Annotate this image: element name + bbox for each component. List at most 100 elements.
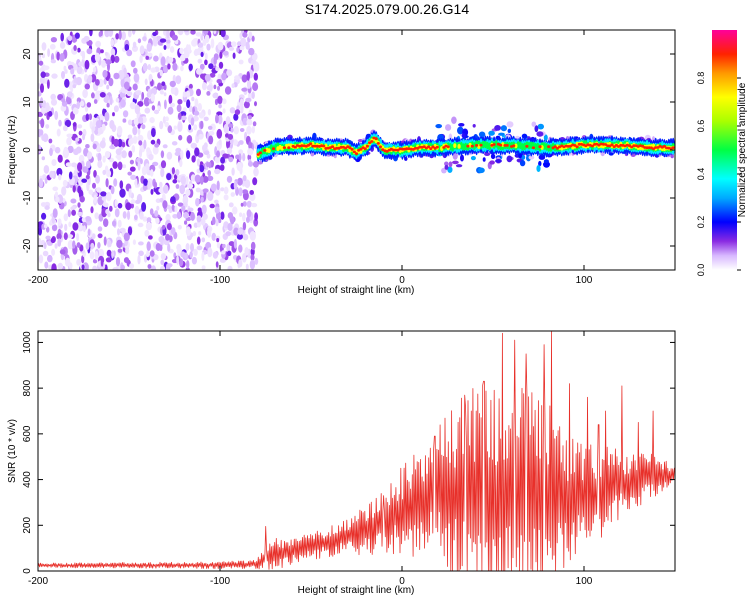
heatmap-cell [190,142,197,149]
heatmap-cell [47,254,53,263]
heatmap-cell [127,30,132,38]
heatmap-cell [242,189,249,194]
heatmap-cell [222,243,226,249]
heatmap-cell [209,203,215,209]
heatmap-cell [165,116,169,122]
heatmap-cell [536,131,544,137]
heatmap-cell [197,207,202,213]
heatmap-cell [43,65,50,71]
heatmap-cell [127,119,133,126]
heatmap-cell [267,148,271,154]
spectrogram-y-label: Frequency (Hz) [7,116,18,185]
heatmap-cell [230,127,234,133]
heatmap-cell [48,138,53,144]
heatmap-cell [481,140,485,149]
heatmap-cell [150,169,154,177]
heatmap-cell [166,223,172,231]
heatmap-cell [190,117,195,126]
heatmap-cell [357,139,364,143]
heatmap-cell [207,227,212,238]
heatmap-cell [248,31,253,39]
snr-y-axis: 0 200 400 600 800 1000 [22,331,675,574]
heatmap-cell [212,92,219,99]
heatmap-cell [58,119,62,127]
heatmap-cell [236,47,240,53]
heatmap-cell [251,91,255,99]
heatmap-cell [77,185,82,194]
heatmap-cell [495,159,502,163]
heatmap-cell [258,151,262,155]
heatmap-cell [170,196,176,203]
heatmap-cell [237,177,243,186]
heatmap-cell [478,167,485,174]
heatmap-cell [117,228,120,236]
heatmap-cell [51,159,57,166]
heatmap-cell [131,145,136,153]
heatmap-cell [57,262,64,270]
heatmap-cell [58,173,62,181]
heatmap-cell [147,264,152,269]
heatmap-cell [137,101,144,107]
heatmap-cell [46,226,50,233]
heatmap-cell [251,52,258,61]
heatmap-cell [492,143,496,146]
heatmap-cell [161,224,166,230]
heatmap-cell [166,151,173,160]
heatmap-cell [228,202,234,208]
heatmap-cell [254,257,259,265]
heatmap-cell [543,159,550,163]
heatmap-cell [114,208,120,218]
heatmap-cell [193,124,198,131]
heatmap-cell [185,226,191,237]
heatmap-cell [228,156,234,163]
heatmap-cell [195,32,202,37]
heatmap-cell [177,99,183,105]
heatmap-cell [160,160,167,169]
heatmap-cell [105,257,112,263]
heatmap-cell [131,30,136,35]
heatmap-cell [95,40,101,48]
heatmap-cell [503,144,507,147]
heatmap-cell [167,63,171,70]
heatmap-cell [117,219,122,228]
heatmap-cell [72,185,76,193]
heatmap-cell [68,262,73,270]
heatmap-cell [198,134,204,139]
heatmap-cell [242,175,247,182]
heatmap-cell [239,212,243,217]
heatmap-cell [120,99,126,108]
heatmap-cell [220,211,225,220]
heatmap-cell [202,144,207,152]
heatmap-cell [536,165,541,172]
heatmap-cell [102,108,106,116]
heatmap-cell [435,145,439,149]
heatmap-cell [167,125,173,134]
heatmap-cell [239,128,245,132]
heatmap-cell [128,188,132,198]
heatmap-cell [348,146,352,150]
heatmap-cell [229,107,236,114]
heatmap-cell [90,133,95,142]
heatmap-cell [144,107,151,114]
heatmap-cell [129,166,136,172]
heatmap-cell [154,210,159,217]
heatmap-cell [233,227,240,236]
heatmap-cell [444,161,449,167]
heatmap-cell [148,153,154,161]
heatmap-cell [106,84,110,90]
heatmap-cell [87,74,93,83]
heatmap-cell [249,193,256,202]
heatmap-cell [159,197,164,203]
heatmap-cell [221,72,227,81]
heatmap-cell [70,198,77,204]
heatmap-cell [235,154,240,160]
heatmap-cell [164,121,170,128]
heatmap-cell [92,67,97,73]
heatmap-cell [246,200,252,208]
heatmap-cell [105,191,112,202]
heatmap-cell [86,151,93,160]
heatmap-cell [141,166,147,176]
heatmap-cell [170,86,176,95]
heatmap-cell [128,150,133,158]
heatmap-cell [199,63,205,70]
